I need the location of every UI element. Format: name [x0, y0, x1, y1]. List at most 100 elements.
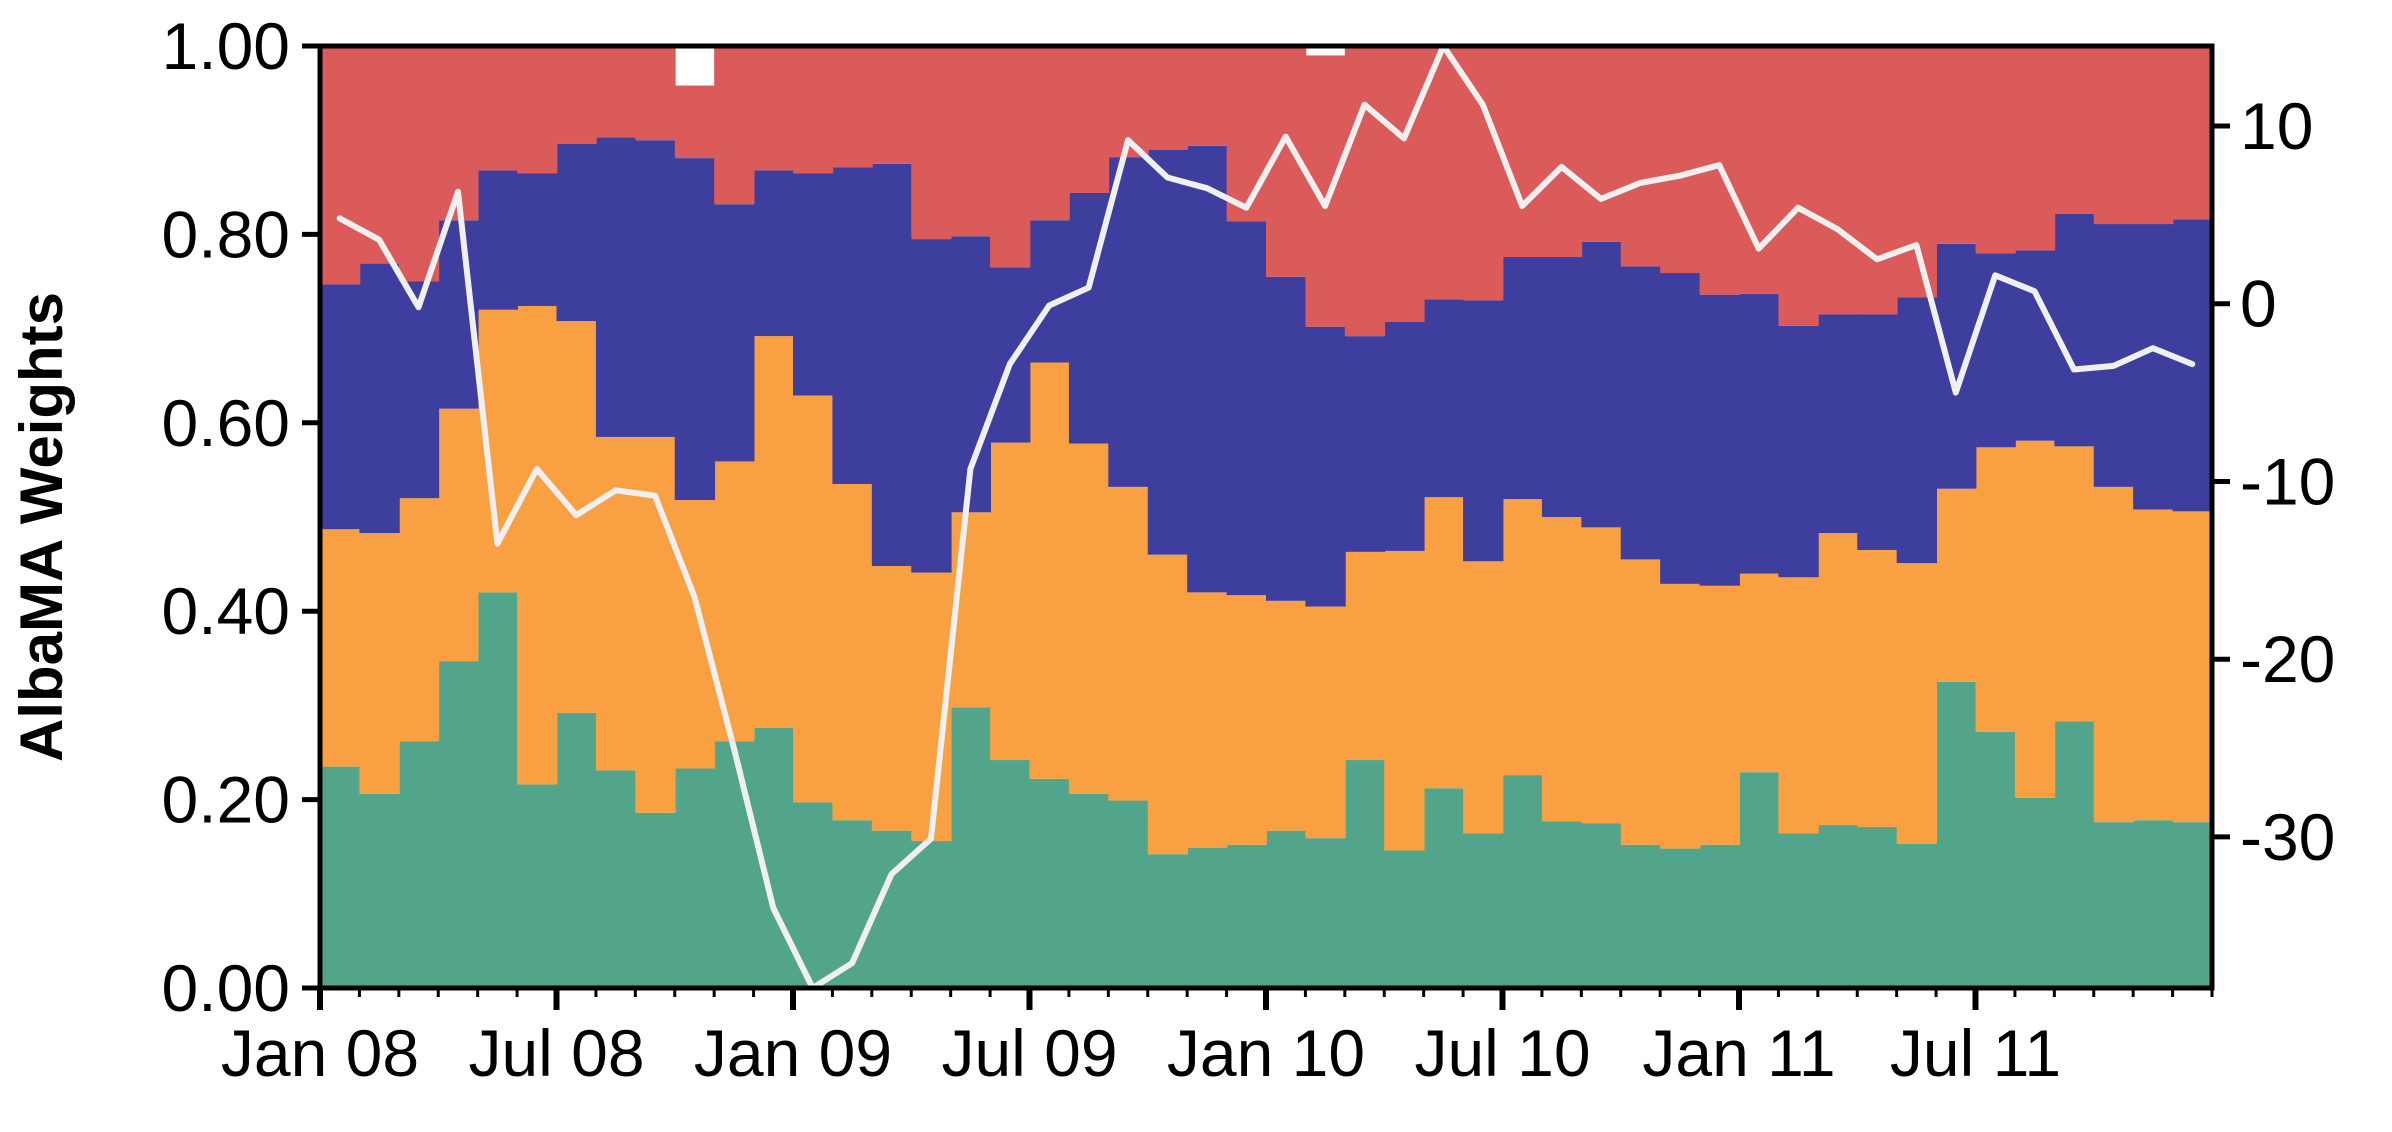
series-2-group	[320, 305, 2213, 855]
series-1-group	[320, 592, 2213, 988]
bar-segment	[1581, 241, 1622, 528]
y2-tick-label: -20	[2240, 622, 2335, 696]
bar-segment	[2014, 250, 2056, 441]
bar-segment	[1817, 46, 1859, 315]
bar-segment	[1975, 46, 2016, 254]
bar-segment	[1975, 253, 2016, 448]
bar-segment	[1778, 577, 1819, 834]
bar-segment	[477, 309, 518, 593]
bar-segment	[2172, 822, 2213, 988]
bar-segment	[2054, 446, 2095, 722]
bar-segment	[832, 484, 873, 821]
bar-segment	[1660, 46, 1701, 274]
bar-segment	[1541, 517, 1583, 822]
bar-segment	[1739, 46, 1780, 294]
bar-segment	[1068, 443, 1110, 794]
bar-segment	[674, 158, 716, 501]
y-tick-label: 0.00	[162, 951, 290, 1025]
bar-segment	[1463, 300, 1504, 562]
bar-segment	[1344, 46, 1386, 337]
bar-segment	[1384, 46, 1425, 323]
bar-segment	[2133, 820, 2174, 988]
bar-segment	[753, 170, 794, 337]
bar-segment	[1029, 778, 1070, 988]
bar-segment	[1187, 46, 1228, 146]
bar-segment	[556, 712, 597, 988]
bar-segment	[1936, 488, 1977, 682]
y2-tick-label: 10	[2240, 89, 2313, 163]
bar-segment	[1305, 55, 1346, 327]
bar-segment	[1581, 46, 1622, 242]
bar-segment	[517, 173, 558, 306]
bar-segment	[1975, 447, 2016, 732]
bar-segment	[1305, 838, 1346, 988]
overlay-line	[336, 43, 2196, 991]
bar-segment	[1266, 276, 1307, 601]
bar-segment	[517, 784, 558, 988]
bar-segment	[556, 46, 597, 144]
bar-segment	[1660, 848, 1701, 988]
bar-segment	[1384, 550, 1425, 851]
bar-segment	[1857, 46, 1898, 315]
bar-segment	[359, 533, 400, 794]
bar-segment	[1029, 220, 1070, 363]
bar-segment	[1620, 844, 1662, 988]
bar-segment	[1344, 760, 1386, 988]
bar-segment	[990, 46, 1031, 268]
bar-segment	[359, 46, 400, 264]
bar-segment	[1266, 830, 1307, 988]
bar-segment	[1581, 527, 1622, 824]
bar-segment	[398, 46, 440, 282]
y2-tick-label: 0	[2240, 267, 2277, 341]
bar-segment	[1936, 46, 1977, 244]
overlay-line-layer	[336, 43, 2196, 991]
bar-segment	[1620, 559, 1662, 845]
bar-segment	[1502, 257, 1543, 500]
bar-segment	[1581, 823, 1622, 988]
bar-segment	[990, 267, 1031, 443]
bar-segment	[1068, 46, 1110, 193]
bar-segment	[320, 529, 361, 767]
bar-segment	[1699, 585, 1740, 845]
bar-segment	[2133, 46, 2174, 225]
bar-segment	[595, 137, 637, 437]
bar-segment	[1344, 336, 1386, 552]
bar-segment	[1226, 46, 1267, 222]
bar-segment	[1620, 46, 1662, 267]
bar-segment	[398, 498, 440, 742]
bar-segment	[1936, 243, 1977, 489]
series-3-group	[320, 137, 2213, 607]
x-tick-label: Jan 08	[221, 1016, 419, 1090]
y2-tick-label: -10	[2240, 444, 2335, 518]
bar-segment	[1502, 775, 1543, 988]
x-tick-label: Jan 10	[1167, 1016, 1365, 1090]
bar-segment	[2093, 822, 2135, 988]
bar-segment	[2093, 46, 2135, 225]
bar-segment	[2093, 224, 2135, 487]
bar-segment	[1857, 549, 1898, 827]
bar-segment	[320, 284, 361, 530]
bar-segment	[359, 793, 400, 988]
bar-segment	[832, 167, 873, 485]
bar-segment	[1699, 294, 1740, 586]
bar-segment	[477, 592, 518, 988]
bar-segment	[1187, 847, 1228, 988]
bar-segment	[1423, 299, 1464, 498]
bar-segment	[1147, 46, 1189, 150]
bar-segment	[1423, 497, 1464, 789]
bar-segment	[1857, 314, 1898, 550]
bar-segment	[1108, 157, 1149, 487]
bar-segment	[2172, 511, 2213, 823]
bar-segment	[1029, 46, 1070, 221]
bar-segment	[950, 707, 991, 988]
bar-segment	[911, 841, 952, 988]
bar-segment	[1817, 533, 1859, 826]
bar-segment	[2054, 721, 2095, 988]
bar-segment	[1226, 595, 1267, 845]
bar-segment	[2014, 440, 2056, 798]
bar-segment	[1817, 825, 1859, 988]
bar-segment	[635, 46, 676, 141]
bar-segment	[2014, 46, 2056, 251]
bar-segment	[517, 305, 558, 785]
